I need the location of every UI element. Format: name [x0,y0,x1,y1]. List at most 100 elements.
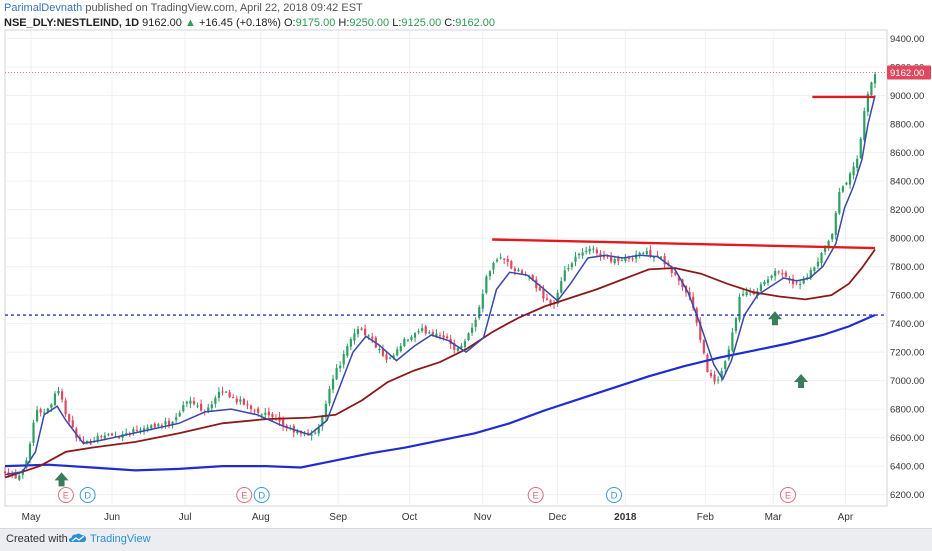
candle-body [467,333,470,340]
candle-body [474,319,477,328]
plot-area[interactable] [4,29,888,507]
price-chart[interactable]: 6200.00 6400.00 6600.00 6800.00 7000.00 7200.… [0,0,932,528]
time-axis[interactable]: May Jun Jul Aug Sep Oct Nov Dec 2018 Feb Mar Apr [22,512,854,523]
candle-body [699,321,702,340]
ohlc-close-label: C: [444,17,456,29]
ohlc-high-value: 9250.00 [349,17,390,29]
candle-body [107,434,110,436]
candle-body [734,318,738,331]
dividend-marker[interactable]: D [79,487,96,503]
candle-body [178,412,181,417]
candle-body [388,357,392,359]
candle-body [200,403,203,411]
candle-body [478,307,481,318]
candle-body [110,433,114,436]
candle-body [784,272,787,277]
candle-body [781,273,784,275]
event-label: E [241,491,247,502]
candle-body [360,328,363,330]
candle-body [570,263,574,268]
earnings-marker[interactable]: E [527,487,544,503]
candle-body [535,279,538,289]
dividend-marker[interactable]: D [253,487,270,503]
earnings-marker[interactable]: E [236,487,253,503]
candle-body [766,279,770,283]
candle-body [68,414,71,422]
ohlc-high-label: H: [338,17,350,29]
ma-mid-line [4,248,876,479]
price-axis[interactable]: 6200.00 6400.00 6600.00 6800.00 7000.00 7200.… [890,34,924,501]
candle-body [182,405,185,412]
candle-body [556,292,559,304]
y-tick-label: 6800.00 [890,405,924,416]
candle-body [799,283,802,285]
candle-body [253,410,256,412]
y-tick-label: 7800.00 [890,262,924,273]
candle-body [617,257,620,262]
candle-body [421,328,424,331]
candle-body [652,256,656,259]
candle-body [506,258,509,262]
candle-body [14,473,17,479]
candle-body [517,269,520,272]
candle-body [446,336,449,339]
candle-body [396,349,399,356]
x-tick-label: Jul [179,512,192,523]
author-link[interactable]: ParimalDevnath [4,2,83,14]
candle-body [431,332,434,335]
candle-body [692,296,695,308]
candle-body [25,460,28,468]
tradingview-brand[interactable]: TradingView [90,533,151,545]
tradingview-logo-icon[interactable] [68,532,88,549]
candle-body [848,173,852,185]
candle-body [816,261,820,267]
candle-body [60,391,64,400]
candle-body [613,258,616,264]
candle-body [827,241,830,249]
y-tick-label: 8200.00 [890,205,924,216]
candle-body [210,404,213,409]
candle-body [214,397,217,404]
ohlc-open-value: 9175.00 [295,17,336,29]
candle-body [428,332,431,334]
earnings-marker[interactable]: E [57,487,74,503]
candle-body [399,345,402,352]
candle-body [296,431,299,434]
candle-body [167,420,171,426]
dividend-marker[interactable]: D [606,487,622,503]
candle-body [157,424,160,427]
candle-body [53,393,57,406]
candle-body [585,250,588,252]
candle-body [560,281,563,293]
candle-body [146,427,149,430]
candle-body [763,281,766,285]
published-text: published on TradingView.com, April 22, … [85,2,363,14]
y-tick-label: 8600.00 [890,148,924,159]
candle-body [802,278,805,284]
candle-body [645,251,648,255]
candle-body [403,339,406,347]
candle-body [435,333,438,337]
event-label: E [63,491,69,502]
candle-body [39,409,42,413]
candle-body [499,257,502,259]
candle-body [674,272,677,275]
resistance-line-mid [492,238,876,250]
candle-body [460,345,463,348]
y-tick-label: 8400.00 [890,177,924,188]
y-tick-label: 8800.00 [890,120,924,131]
candle-body [813,267,816,271]
candle-body [577,253,581,256]
created-with-text: Created with [6,533,68,545]
candle-body [602,255,606,258]
candle-body [364,328,367,336]
candle-body [823,247,827,252]
y-tick-label: 7000.00 [890,376,924,387]
candle-body [246,404,249,406]
candle-body [531,274,534,280]
candle-body [3,471,7,474]
candle-body [542,289,545,299]
y-tick-label: 7200.00 [890,348,924,359]
earnings-marker[interactable]: E [780,487,796,503]
